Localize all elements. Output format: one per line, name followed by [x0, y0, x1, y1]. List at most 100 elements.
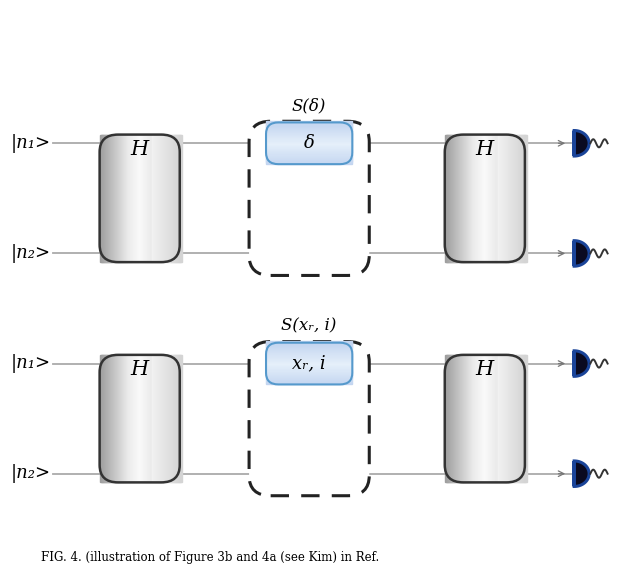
Bar	[172, 355, 173, 482]
Text: δ: δ	[304, 134, 315, 152]
Bar	[116, 355, 118, 482]
Bar	[266, 137, 352, 138]
Bar	[470, 355, 472, 482]
Bar	[266, 349, 352, 350]
Bar	[117, 135, 119, 262]
Bar	[483, 355, 484, 482]
Bar	[150, 355, 152, 482]
Bar	[114, 135, 116, 262]
Bar	[454, 135, 456, 262]
Bar	[107, 135, 109, 262]
Bar	[516, 355, 518, 482]
Bar	[266, 153, 352, 155]
Bar	[266, 346, 352, 348]
Bar	[452, 355, 454, 482]
Bar	[523, 355, 525, 482]
Bar	[464, 135, 466, 262]
Bar	[469, 135, 471, 262]
Bar	[449, 135, 451, 262]
Polygon shape	[574, 131, 589, 156]
Bar	[488, 135, 490, 262]
Bar	[515, 135, 516, 262]
Bar	[266, 143, 352, 145]
Bar	[176, 355, 178, 482]
Bar	[154, 135, 156, 262]
Bar	[522, 355, 524, 482]
Bar	[100, 135, 102, 262]
Bar	[156, 355, 157, 482]
Bar	[456, 135, 458, 262]
Bar	[266, 158, 352, 160]
Bar	[175, 135, 177, 262]
Bar	[126, 355, 128, 482]
Text: S(xᵣ, i): S(xᵣ, i)	[282, 318, 337, 335]
Bar	[121, 355, 123, 482]
Bar	[485, 135, 487, 262]
Bar	[266, 141, 352, 143]
Bar	[266, 151, 352, 152]
Text: |n₁>: |n₁>	[10, 354, 51, 373]
Bar	[448, 355, 450, 482]
Bar	[266, 355, 352, 356]
Bar	[133, 355, 135, 482]
Bar	[506, 355, 508, 482]
Bar	[112, 355, 114, 482]
Bar	[518, 135, 520, 262]
Bar	[168, 355, 170, 482]
Bar	[159, 355, 161, 482]
Bar	[266, 150, 352, 151]
Bar	[490, 135, 492, 262]
Bar	[457, 135, 459, 262]
Bar	[447, 135, 449, 262]
Bar	[446, 355, 448, 482]
Bar	[266, 362, 352, 364]
Text: H: H	[476, 139, 494, 159]
Bar	[102, 135, 104, 262]
Bar	[105, 135, 107, 262]
Bar	[492, 355, 493, 482]
Bar	[478, 135, 480, 262]
Bar	[143, 355, 145, 482]
Bar	[514, 355, 516, 482]
Bar	[500, 355, 502, 482]
Bar	[266, 124, 352, 126]
Bar	[121, 135, 123, 262]
Bar	[513, 135, 515, 262]
Bar	[490, 355, 492, 482]
Bar	[466, 135, 468, 262]
Bar	[266, 131, 352, 132]
Bar	[448, 135, 450, 262]
Bar	[479, 355, 481, 482]
Bar	[130, 355, 132, 482]
Bar	[142, 135, 144, 262]
Bar	[266, 135, 352, 136]
Bar	[166, 135, 168, 262]
Bar	[266, 353, 352, 355]
Bar	[521, 135, 523, 262]
Bar	[464, 355, 466, 482]
Bar	[465, 135, 467, 262]
Bar	[168, 135, 170, 262]
Bar	[156, 135, 158, 262]
Bar	[455, 355, 457, 482]
Bar	[512, 135, 514, 262]
Bar	[154, 135, 156, 262]
Bar	[266, 366, 352, 368]
Bar	[266, 360, 352, 362]
Bar	[467, 355, 469, 482]
Bar	[461, 135, 463, 262]
Bar	[266, 132, 352, 134]
Bar	[519, 355, 521, 482]
Bar	[266, 345, 352, 346]
Bar	[486, 355, 488, 482]
Bar	[266, 139, 352, 141]
Bar	[148, 135, 150, 262]
Bar	[266, 152, 352, 153]
Bar	[171, 355, 173, 482]
Bar	[164, 355, 166, 482]
Bar	[140, 355, 142, 482]
Bar	[124, 355, 126, 482]
Text: S(δ): S(δ)	[292, 97, 326, 114]
Bar	[266, 142, 352, 144]
Bar	[105, 355, 107, 482]
